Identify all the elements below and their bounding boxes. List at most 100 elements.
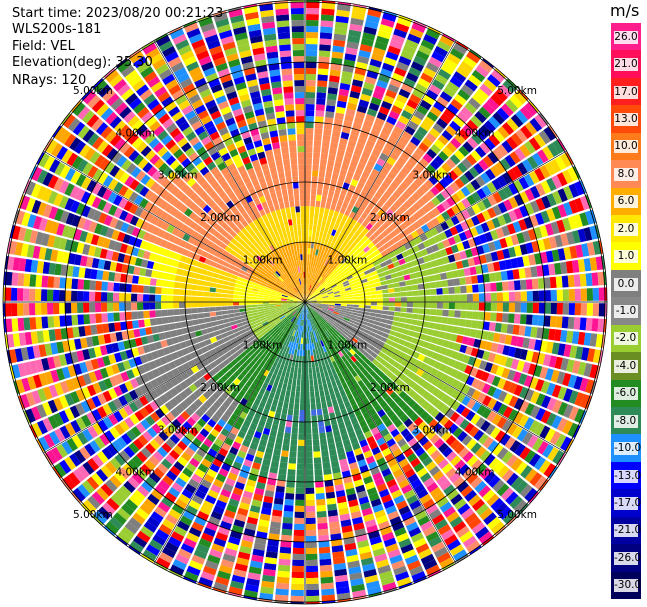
velocity-gate: [453, 498, 467, 511]
velocity-gate: [442, 339, 450, 348]
velocity-gate: [140, 463, 152, 476]
velocity-gate: [591, 272, 599, 286]
velocity-gate: [416, 488, 429, 499]
velocity-gate: [363, 341, 371, 348]
velocity-gate: [466, 293, 473, 302]
velocity-gate: [212, 272, 220, 279]
velocity-gate: [132, 512, 146, 525]
velocity-gate: [341, 278, 348, 283]
velocity-gate: [311, 361, 316, 368]
velocity-gate: [514, 291, 521, 302]
velocity-gate: [428, 56, 442, 68]
velocity-gate: [421, 425, 432, 436]
velocity-gate: [277, 382, 283, 389]
velocity-gate: [409, 565, 424, 576]
velocity-gate: [389, 554, 403, 565]
velocity-gate: [409, 28, 424, 39]
velocity-gate: [179, 282, 187, 289]
velocity-gate: [257, 306, 264, 310]
velocity-gate: [422, 341, 431, 349]
velocity-gate: [328, 153, 336, 161]
velocity-gate: [76, 350, 85, 362]
velocity-gate: [513, 499, 528, 514]
velocity-gate: [506, 168, 518, 182]
velocity-gate: [510, 114, 524, 128]
velocity-gate: [298, 361, 302, 368]
velocity-gate: [90, 269, 98, 280]
velocity-gate: [215, 453, 226, 463]
velocity-gate: [154, 506, 167, 518]
velocity-gate: [285, 346, 290, 354]
velocity-gate: [360, 38, 374, 47]
velocity-gate: [352, 422, 361, 431]
velocity-gate: [502, 212, 512, 224]
velocity-gate: [322, 189, 329, 197]
velocity-gate: [346, 304, 353, 307]
velocity-gate: [174, 384, 184, 394]
velocity-gate: [581, 243, 590, 257]
velocity-gate: [447, 254, 456, 263]
velocity-gate: [309, 319, 313, 326]
velocity-gate: [324, 252, 330, 260]
velocity-gate: [380, 347, 388, 354]
velocity-gate: [319, 277, 324, 284]
velocity-gate: [536, 265, 544, 277]
velocity-gate: [144, 459, 156, 471]
velocity-gate: [475, 146, 487, 158]
velocity-gate: [179, 308, 186, 315]
velocity-gate: [436, 552, 451, 564]
velocity-gate: [162, 248, 171, 257]
velocity-gate: [227, 344, 235, 351]
velocity-gate: [131, 284, 138, 293]
velocity-gate: [282, 444, 290, 452]
velocity-gate: [257, 444, 266, 453]
velocity-gate: [477, 274, 484, 284]
velocity-gate: [546, 412, 557, 427]
velocity-gate: [434, 45, 448, 58]
velocity-gate: [441, 211, 451, 221]
velocity-gate: [293, 541, 304, 548]
velocity-gate: [412, 302, 420, 308]
velocity-gate: [406, 302, 414, 308]
velocity-gate: [149, 278, 157, 286]
velocity-gate: [191, 308, 198, 314]
velocity-gate: [149, 389, 159, 400]
velocity-gate: [393, 316, 400, 322]
velocity-gate: [368, 283, 376, 288]
velocity-gate: [380, 318, 388, 324]
velocity-gate: [152, 262, 160, 271]
velocity-gate: [453, 343, 462, 352]
velocity-gate: [398, 136, 409, 146]
velocity-gate: [351, 390, 359, 398]
velocity-gate: [361, 219, 369, 228]
velocity-gate: [399, 214, 408, 223]
velocity-gate: [460, 220, 470, 231]
velocity-gate: [212, 458, 223, 468]
velocity-gate: [282, 307, 289, 311]
velocity-gate: [476, 212, 486, 224]
velocity-gate: [21, 212, 31, 227]
velocity-gate: [513, 313, 521, 324]
velocity-gate: [577, 331, 586, 345]
velocity-gate: [440, 404, 451, 415]
velocity-gate: [325, 220, 331, 228]
velocity-gate: [274, 491, 285, 499]
velocity-gate: [315, 306, 322, 311]
velocity-gate: [335, 337, 341, 344]
velocity-gate: [240, 314, 247, 319]
velocity-gate: [328, 303, 335, 305]
velocity-gate: [256, 531, 268, 539]
velocity-gate: [118, 467, 131, 480]
velocity-gate: [416, 105, 429, 116]
velocity-gate: [404, 280, 412, 286]
velocity-gate: [287, 303, 294, 305]
velocity-gate: [176, 414, 186, 425]
velocity-gate: [53, 289, 60, 301]
velocity-gate: [320, 152, 328, 160]
velocity-gate: [17, 363, 27, 377]
velocity-gate: [276, 319, 282, 325]
velocity-gate: [127, 476, 140, 489]
velocity-gate: [330, 178, 338, 186]
velocity-gate: [454, 149, 465, 161]
velocity-gate: [201, 458, 212, 468]
